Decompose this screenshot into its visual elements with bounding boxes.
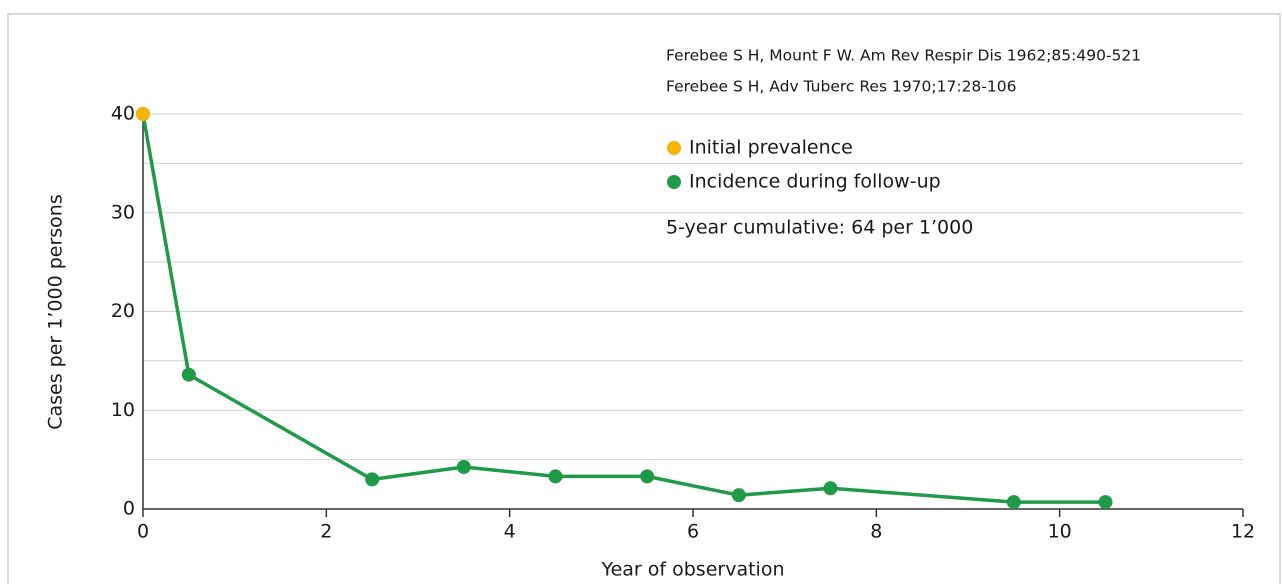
y-axis-label: Cases per 1’000 persons [45, 194, 67, 430]
source-line: Ferebee S H, Mount F W. Am Rev Respir Di… [666, 47, 1141, 65]
data-point [181, 367, 196, 382]
x-tick-label: 12 [1231, 521, 1255, 543]
y-tick-label: 40 [111, 103, 135, 125]
data-point [548, 469, 563, 484]
x-tick-label: 0 [137, 521, 149, 543]
x-tick-label: 4 [504, 521, 516, 543]
data-point [1006, 495, 1021, 510]
y-tick-label: 10 [111, 399, 135, 421]
data-point [640, 469, 655, 484]
data-point [731, 488, 746, 503]
y-tick-label: 30 [111, 201, 135, 223]
data-point [1098, 495, 1113, 510]
y-tick-label: 0 [123, 498, 135, 520]
y-tick-label: 20 [111, 300, 135, 322]
data-point [365, 472, 380, 487]
data-point [823, 481, 838, 496]
source-line: Ferebee S H, Adv Tuberc Res 1970;17:28-1… [666, 78, 1016, 96]
legend-marker [667, 175, 681, 189]
x-tick-label: 8 [870, 521, 882, 543]
legend-label: Initial prevalence [689, 137, 853, 159]
data-point [456, 460, 471, 475]
series-line [141, 113, 1106, 504]
annotation: 5-year cumulative: 64 per 1’000 [666, 217, 973, 239]
legend-marker [667, 141, 681, 155]
x-tick-label: 10 [1048, 521, 1072, 543]
x-tick-label: 6 [687, 521, 699, 543]
x-axis-label: Year of observation [601, 559, 785, 581]
frame [7, 13, 1281, 584]
data-point [136, 107, 150, 121]
legend-label: Incidence during follow-up [689, 171, 941, 193]
x-tick-label: 2 [320, 521, 332, 543]
